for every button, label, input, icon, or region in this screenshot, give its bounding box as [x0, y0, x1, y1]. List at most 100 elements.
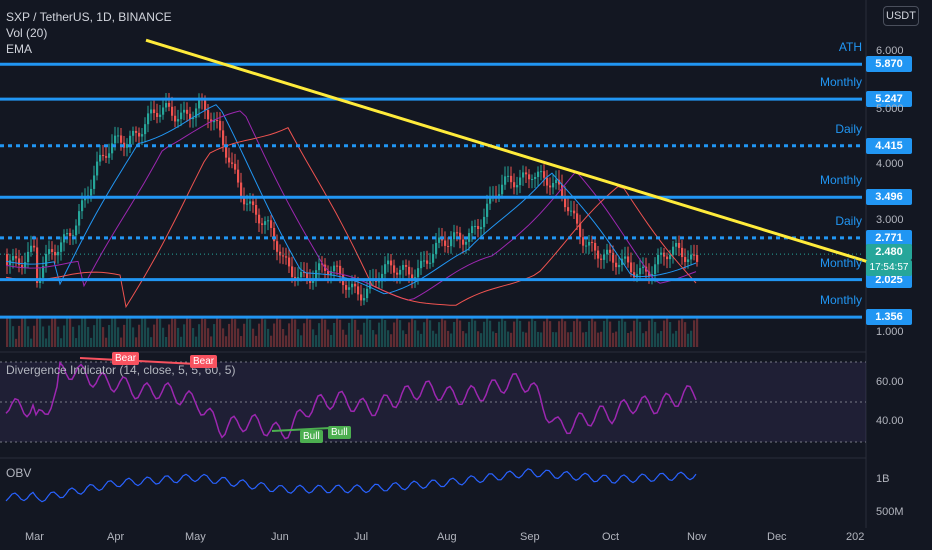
volume-bar	[633, 320, 636, 347]
candle-body	[423, 260, 426, 262]
volume-bar	[33, 325, 36, 347]
candle-body	[144, 124, 147, 135]
volume-bar	[573, 321, 576, 347]
volume-bar	[249, 319, 252, 347]
volume-bar	[270, 335, 273, 347]
candle-body	[90, 188, 93, 196]
candle-body	[591, 241, 594, 243]
volume-bar	[75, 338, 78, 347]
volume-bar	[138, 324, 141, 347]
volume-bar	[42, 326, 45, 347]
ema-line-short	[5, 104, 697, 295]
volume-bar	[156, 317, 159, 347]
candle-body	[21, 264, 24, 268]
candle-body	[69, 233, 72, 237]
volume-bar	[396, 317, 399, 347]
volume-bar	[597, 332, 600, 347]
candle-body	[459, 232, 462, 240]
volume-bar	[150, 337, 153, 347]
candle-body	[114, 135, 117, 144]
volume-label[interactable]: Vol (20)	[6, 26, 48, 40]
candle-body	[576, 213, 579, 224]
ema-label[interactable]: EMA	[6, 42, 33, 56]
volume-bar	[555, 332, 558, 347]
candle-body	[546, 177, 549, 186]
candle-body	[276, 241, 279, 252]
candle-body	[168, 103, 171, 107]
candle-body	[303, 272, 306, 274]
volume-bar	[486, 317, 489, 347]
candle-body	[453, 232, 456, 240]
candle-body	[567, 207, 570, 212]
candle-body	[585, 245, 588, 247]
candle-body	[27, 251, 30, 263]
candle-body	[354, 283, 357, 287]
candle-body	[105, 156, 108, 158]
candle-body	[156, 113, 159, 117]
volume-bar	[390, 334, 393, 347]
volume-bar	[600, 331, 603, 347]
volume-bar	[183, 324, 186, 347]
obv-title[interactable]: OBV	[6, 466, 32, 480]
candle-body	[570, 210, 573, 212]
volume-bar	[561, 317, 564, 347]
symbol-title[interactable]: SXP / TetherUS, 1D, BINANCE	[6, 10, 172, 24]
volume-bar	[354, 319, 357, 347]
candle-body	[639, 268, 642, 275]
candle-body	[258, 214, 261, 224]
volume-bar	[405, 334, 408, 347]
candle-body	[183, 109, 186, 113]
volume-bar	[345, 334, 348, 347]
volume-bar	[18, 325, 21, 347]
volume-bar	[582, 332, 585, 347]
currency-button[interactable]: USDT	[883, 6, 919, 26]
level-price-tag: 3.496	[866, 189, 912, 206]
price-tick: 3.000	[876, 214, 904, 226]
candle-body	[252, 201, 255, 206]
candle-body	[411, 274, 414, 281]
volume-bar	[480, 333, 483, 347]
volume-bar	[465, 333, 468, 347]
bear-signal: Bear	[190, 355, 218, 368]
candle-body	[618, 264, 621, 268]
candle-body	[207, 110, 210, 120]
volume-bar	[165, 336, 168, 347]
candle-body	[684, 257, 687, 262]
volume-bar	[510, 332, 513, 347]
volume-bar	[180, 336, 183, 347]
candle-body	[357, 286, 360, 295]
volume-bar	[132, 327, 135, 347]
volume-bar	[513, 321, 516, 347]
candle-body	[417, 268, 420, 278]
candle-body	[528, 174, 531, 180]
candle-body	[555, 179, 558, 184]
volume-bar	[87, 326, 90, 347]
candle-body	[672, 246, 675, 255]
candle-body	[117, 135, 120, 137]
volume-bar	[408, 322, 411, 347]
candle-body	[171, 106, 174, 116]
candle-body	[261, 223, 264, 225]
candle-body	[465, 241, 468, 245]
candle-body	[396, 272, 399, 275]
volume-bar	[675, 330, 678, 347]
volume-bar	[423, 322, 426, 347]
volume-bar	[585, 331, 588, 347]
volume-bar	[495, 332, 498, 347]
volume-bar	[678, 320, 681, 347]
volume-bar	[117, 327, 120, 347]
volume-bar	[192, 328, 195, 347]
divergence-title[interactable]: Divergence Indicator (14, close, 5, 5, 6…	[6, 363, 236, 377]
candle-body	[57, 251, 60, 256]
volume-bar	[402, 330, 405, 347]
level-price-tag: 2.771	[866, 229, 912, 246]
candle-body	[129, 135, 132, 145]
volume-bar	[219, 319, 222, 347]
volume-bar	[369, 319, 372, 347]
candle-body	[642, 266, 645, 269]
candle-body	[456, 232, 459, 234]
volume-bar	[357, 329, 360, 347]
level-name: Monthly	[819, 173, 862, 188]
volume-bar	[234, 319, 237, 347]
